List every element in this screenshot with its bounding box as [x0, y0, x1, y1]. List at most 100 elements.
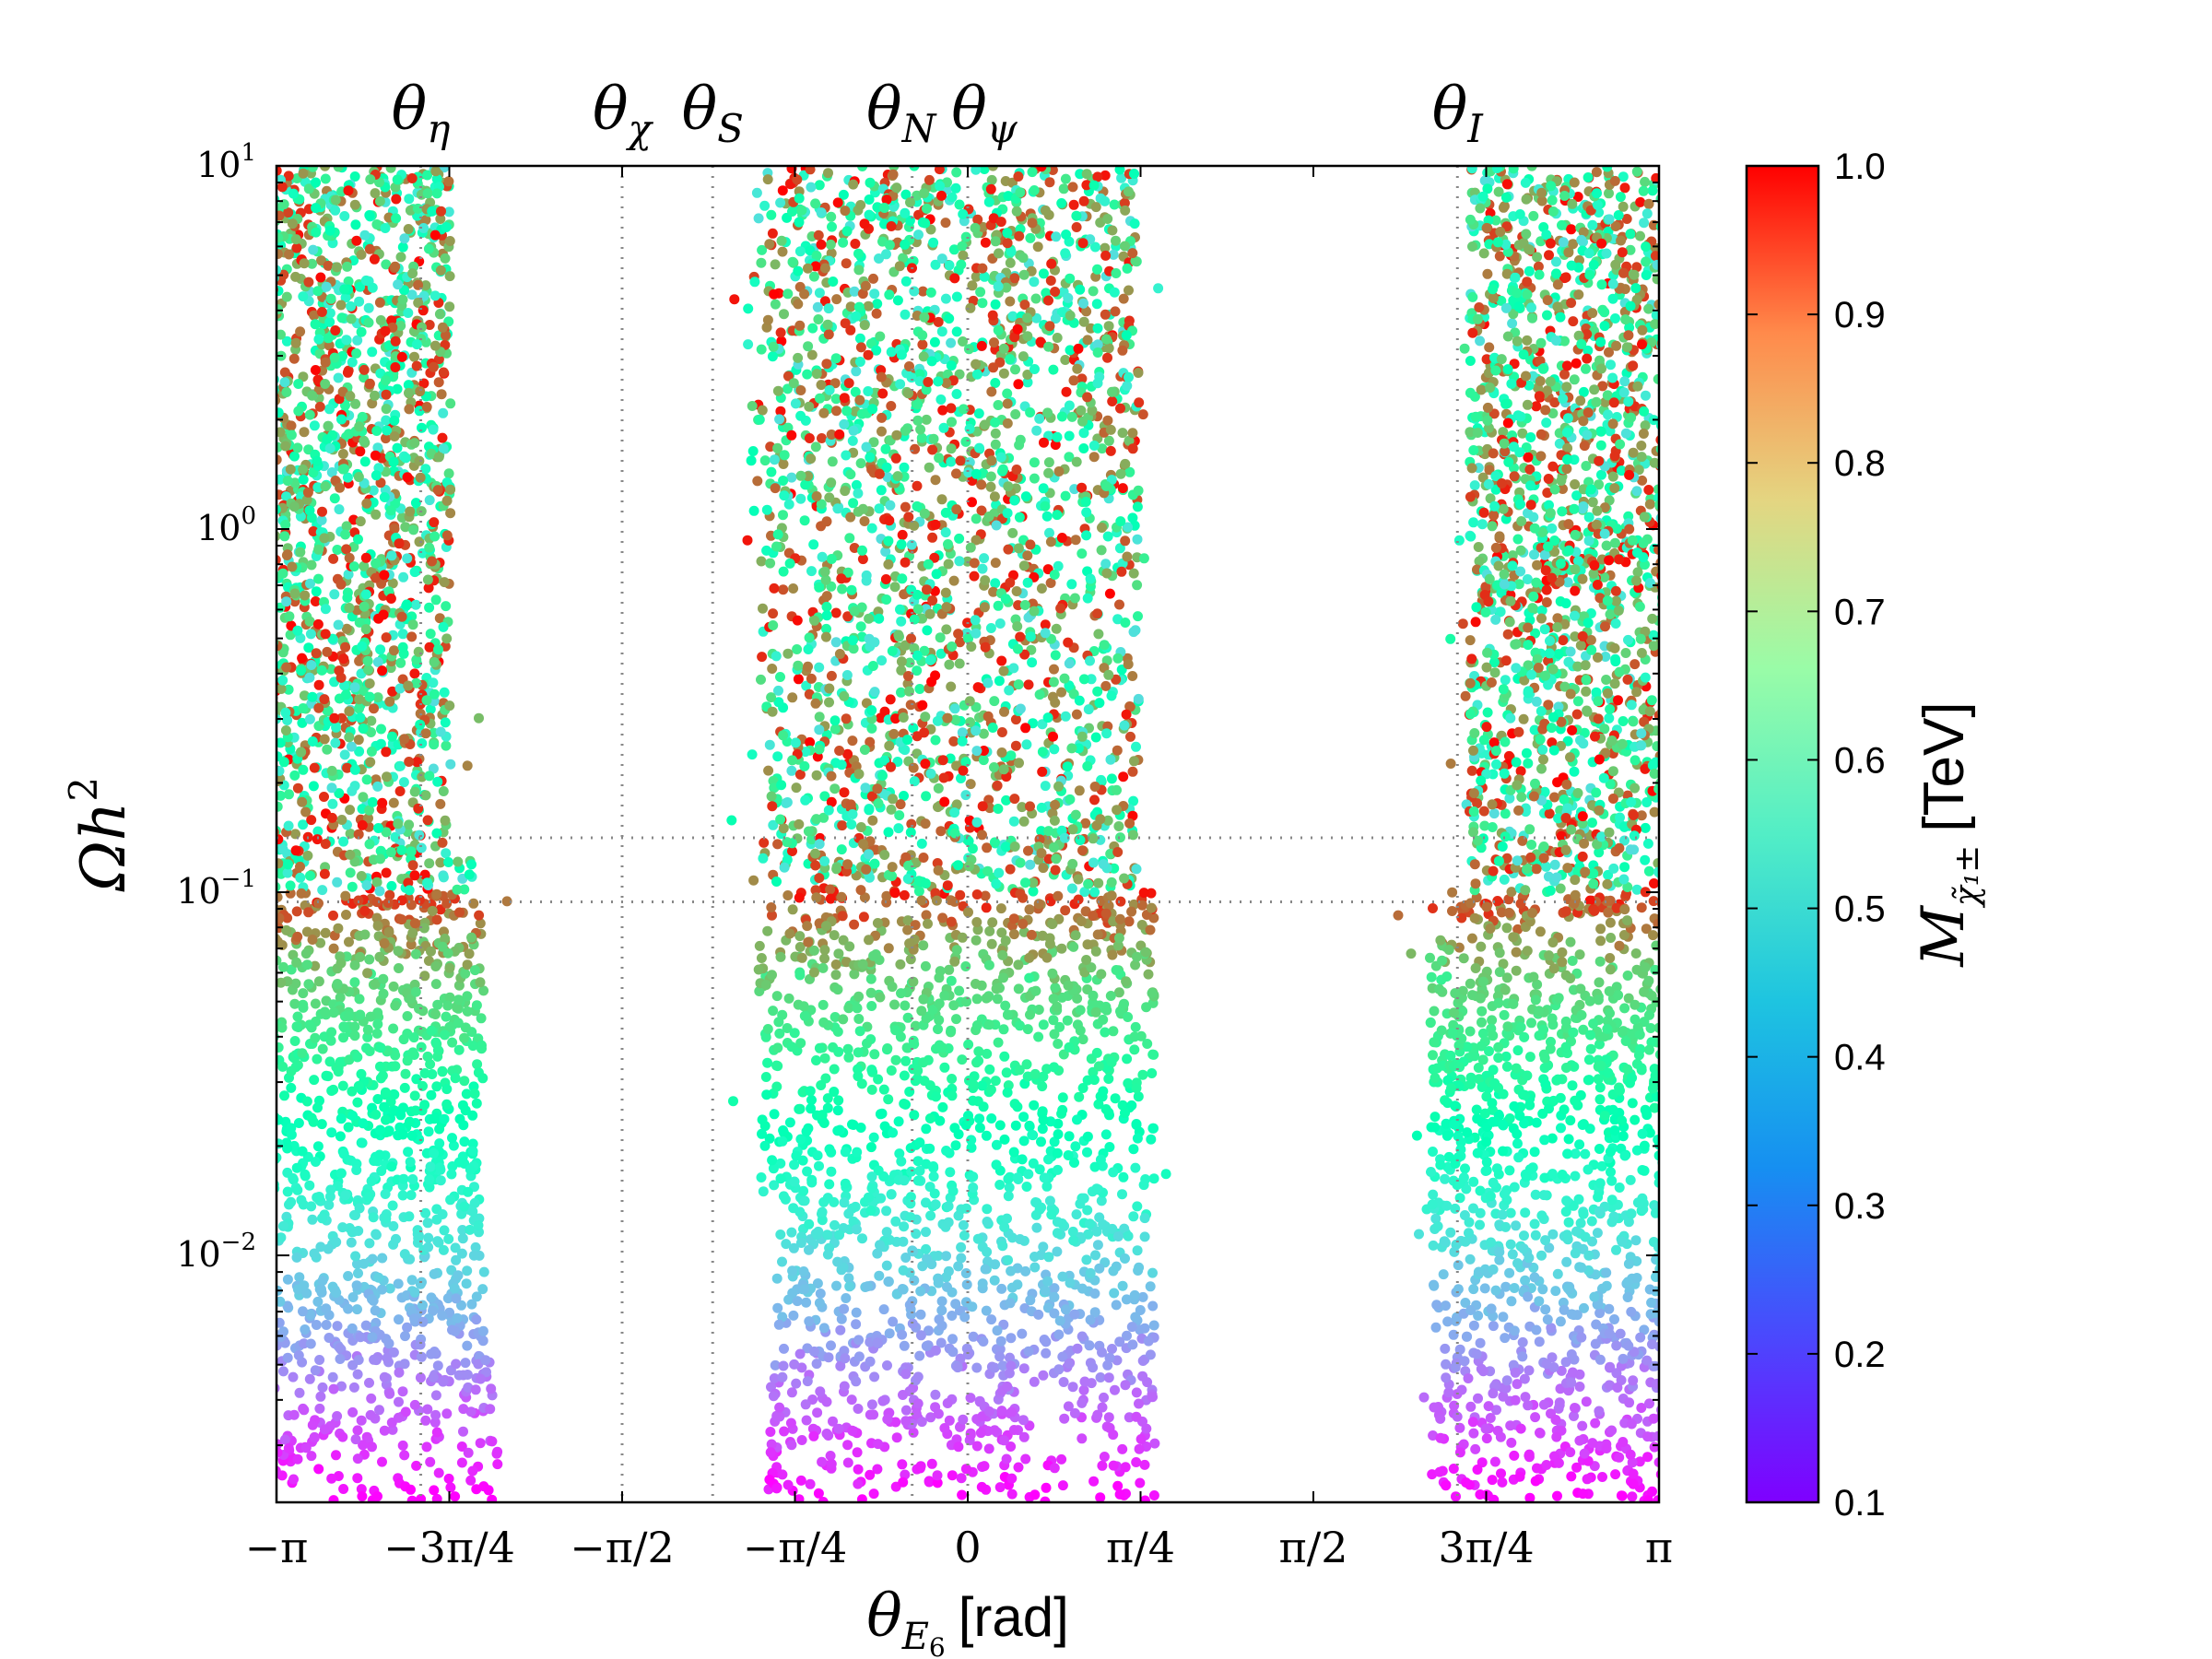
data-point [416, 1041, 427, 1053]
data-point [471, 1291, 482, 1302]
data-point [429, 1113, 440, 1124]
data-point [447, 1324, 457, 1335]
data-point [877, 655, 888, 666]
data-point [332, 545, 343, 555]
data-point [1002, 228, 1013, 239]
data-point [806, 349, 818, 360]
data-point [338, 1032, 348, 1043]
data-point [878, 1084, 889, 1095]
data-point [402, 472, 413, 483]
data-point [456, 1457, 467, 1468]
data-point [813, 229, 824, 241]
data-point [338, 1148, 349, 1159]
data-point [405, 506, 416, 517]
data-point [364, 691, 375, 702]
data-point [386, 550, 397, 561]
data-point [398, 1034, 409, 1045]
data-point [313, 898, 324, 909]
data-point [443, 468, 454, 479]
data-point [278, 1366, 288, 1377]
data-point [291, 906, 302, 917]
data-point [1106, 773, 1117, 784]
data-point [381, 1114, 391, 1125]
data-point [339, 211, 350, 221]
data-point [306, 559, 317, 571]
data-point [925, 287, 936, 298]
data-point [830, 1219, 840, 1230]
data-point [909, 286, 920, 297]
data-point [939, 1062, 950, 1073]
data-point [758, 603, 768, 614]
data-point [1013, 959, 1024, 971]
data-point [1028, 886, 1039, 897]
data-point [1064, 1131, 1075, 1142]
data-point [387, 731, 397, 742]
data-point [327, 238, 338, 249]
data-point [443, 857, 454, 867]
data-point [1046, 1209, 1057, 1220]
data-point [802, 369, 813, 380]
data-point [1068, 199, 1079, 210]
data-point [359, 456, 371, 467]
data-point [285, 880, 296, 891]
data-point [359, 229, 371, 241]
data-point [403, 680, 414, 691]
data-point [1091, 299, 1102, 310]
data-point [964, 423, 975, 434]
data-point [1034, 413, 1045, 424]
data-point [793, 265, 804, 276]
data-point [867, 815, 878, 826]
data-point [424, 641, 435, 653]
data-point [469, 965, 480, 976]
data-point [1008, 1147, 1019, 1158]
data-point [335, 579, 347, 590]
data-point [462, 760, 473, 771]
data-point [946, 681, 957, 692]
data-point [940, 218, 951, 229]
data-point [338, 653, 349, 665]
data-point [888, 1316, 899, 1327]
data-point [836, 759, 847, 771]
data-point [423, 243, 434, 254]
data-point [282, 1167, 293, 1178]
data-point [390, 335, 401, 347]
data-point [941, 624, 952, 635]
data-point [400, 1068, 411, 1079]
data-point [276, 891, 283, 902]
data-point [819, 945, 830, 956]
data-point [793, 674, 804, 685]
data-point [954, 556, 965, 567]
data-point [366, 715, 377, 726]
data-point [767, 970, 777, 981]
data-point [394, 760, 406, 771]
data-point [961, 1279, 972, 1290]
data-point [1051, 623, 1062, 634]
data-point [1005, 257, 1016, 268]
data-point [394, 963, 404, 973]
data-point [372, 781, 383, 792]
data-point [408, 1032, 419, 1043]
data-point [317, 1043, 328, 1054]
data-point [363, 317, 374, 328]
data-point [1070, 809, 1081, 820]
data-point [335, 1131, 346, 1142]
data-point [787, 692, 798, 703]
data-point [1108, 1265, 1119, 1277]
data-point [422, 170, 433, 181]
data-point [384, 1388, 395, 1399]
data-point [399, 1082, 410, 1093]
data-point [381, 389, 392, 400]
data-point [1139, 1231, 1150, 1242]
data-point [1002, 1087, 1013, 1098]
data-point [361, 880, 372, 890]
data-point [487, 1494, 498, 1502]
data-point [320, 379, 331, 389]
data-point [1015, 888, 1026, 900]
data-point [328, 1383, 339, 1394]
data-point [1147, 1300, 1159, 1312]
data-point [1105, 991, 1116, 1001]
data-point [1078, 428, 1089, 439]
data-point [900, 1405, 912, 1416]
data-point [929, 336, 940, 347]
data-point [276, 858, 284, 869]
